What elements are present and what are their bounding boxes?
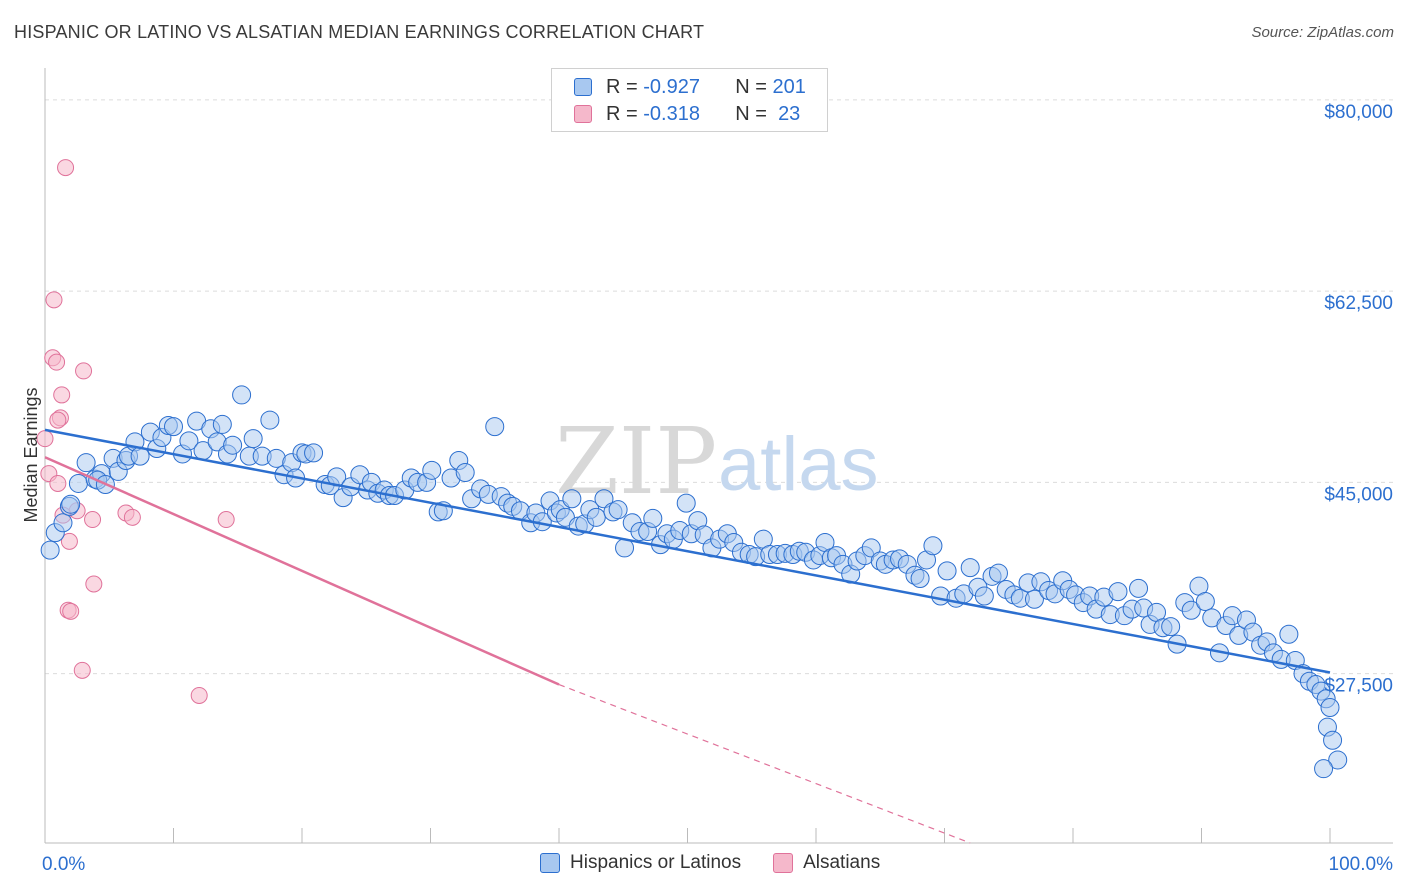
hispanic-point xyxy=(988,563,1008,583)
hispanic-point xyxy=(562,489,582,509)
hispanic-point xyxy=(53,513,73,533)
hispanic-point xyxy=(861,538,881,558)
legend-n-value: 23 xyxy=(778,102,801,125)
hispanic-point xyxy=(76,453,96,473)
y-axis-label: Median Earnings xyxy=(21,387,41,522)
hispanic-point xyxy=(179,431,199,451)
trend-lines xyxy=(44,428,1331,844)
hispanic-point xyxy=(1314,759,1334,779)
hispanic-point xyxy=(586,507,606,527)
hispanic-point xyxy=(960,558,980,578)
y-tick-label: $27,500 xyxy=(1324,676,1393,697)
hispanic-points xyxy=(40,385,1348,779)
hispanic-point xyxy=(455,463,475,483)
legend-swatch-blue xyxy=(540,853,560,873)
hispanic-point xyxy=(1323,730,1343,750)
x-axis-min-label: 0.0% xyxy=(42,854,85,875)
hispanic-point xyxy=(164,417,183,437)
source-label: Source: ZipAtlas.com xyxy=(1251,24,1394,41)
watermark-atlas: atlas xyxy=(718,422,879,507)
y-tick-label: $62,500 xyxy=(1324,293,1393,314)
hispanic-point xyxy=(1024,589,1044,609)
hispanic-point xyxy=(1195,591,1215,611)
alsatian-point xyxy=(85,575,103,593)
hispanic-point xyxy=(974,586,994,606)
hispanic-point xyxy=(1328,750,1348,770)
y-tick-label: $45,000 xyxy=(1324,484,1393,505)
hispanic-point xyxy=(422,460,442,480)
y-tick-labels: $80,000 $62,500 $45,000 $27,500 xyxy=(1324,102,1393,697)
hispanic-point xyxy=(1320,697,1340,717)
alsatian-point xyxy=(49,411,67,429)
alsatian-point xyxy=(217,511,235,529)
hispanic-point xyxy=(304,443,324,463)
correlation-legend: R = -0.927 N = 201 R = -0.318 N = 23 xyxy=(551,68,828,132)
hispanic-point xyxy=(223,435,243,455)
alsatian-point xyxy=(60,532,78,550)
legend-swatch-blue xyxy=(574,78,592,96)
legend-r-label: R = xyxy=(606,102,638,125)
hispanic-point xyxy=(485,417,505,437)
hispanic-point xyxy=(243,429,263,449)
chart-title: HISPANIC OR LATINO VS ALSATIAN MEDIAN EA… xyxy=(14,22,705,42)
hispanic-trend-line xyxy=(44,428,1331,674)
legend-row-alsatian: R = -0.318 N = 23 xyxy=(574,101,800,127)
legend-n-label: N = xyxy=(735,75,767,98)
alsatian-point xyxy=(57,159,75,177)
alsatian-point xyxy=(62,602,80,620)
legend-n-label: N = xyxy=(735,102,767,125)
hispanic-point xyxy=(212,414,232,434)
alsatian-point xyxy=(45,291,63,309)
legend-label-hispanic: Hispanics or Latinos xyxy=(570,852,742,873)
alsatian-point xyxy=(48,353,66,371)
hispanic-point xyxy=(1181,600,1201,620)
alsatian-point xyxy=(84,511,102,529)
alsatian-point xyxy=(53,386,71,404)
alsatian-points xyxy=(36,159,235,704)
hispanic-point xyxy=(260,410,280,430)
alsatian-point xyxy=(49,474,67,492)
hispanic-point xyxy=(40,540,60,560)
legend-item-hispanic: Hispanics or Latinos xyxy=(540,852,741,874)
hispanic-point xyxy=(923,536,943,556)
hispanic-point xyxy=(910,569,930,589)
hispanic-point xyxy=(676,493,696,513)
hispanic-point xyxy=(1129,578,1149,598)
legend-row-hispanic: R = -0.927 N = 201 xyxy=(574,74,806,100)
alsatian-point xyxy=(75,362,93,380)
alsatian-point xyxy=(190,686,208,704)
legend-r-value: -0.927 xyxy=(643,75,700,98)
x-ticks xyxy=(44,828,1331,843)
alsatian-trend-line xyxy=(44,456,560,686)
hispanic-point xyxy=(1108,582,1128,602)
legend-swatch-pink xyxy=(574,105,592,123)
hispanic-point xyxy=(608,500,628,520)
hispanic-point xyxy=(594,489,614,509)
legend-r-label: R = xyxy=(606,75,638,98)
alsatian-trend-extension xyxy=(558,683,971,844)
hispanic-point xyxy=(937,561,957,581)
alsatian-point xyxy=(73,661,91,679)
legend-n-value: 201 xyxy=(772,75,806,98)
legend-swatch-pink xyxy=(773,853,794,873)
hispanic-point xyxy=(232,385,252,405)
x-axis-max-label: 100.0% xyxy=(1329,854,1394,875)
series-legend: Hispanics or Latinos Alsatians xyxy=(540,852,912,874)
alsatian-point xyxy=(123,508,141,526)
axes xyxy=(44,68,1393,844)
hispanic-point xyxy=(643,508,663,528)
legend-r-value: -0.318 xyxy=(643,102,700,125)
hispanic-point xyxy=(1161,617,1181,637)
hispanic-point xyxy=(1279,624,1299,644)
hispanic-point xyxy=(61,494,81,514)
hispanic-point xyxy=(68,473,88,493)
y-tick-label: $80,000 xyxy=(1324,102,1393,123)
legend-item-alsatian: Alsatians xyxy=(773,852,880,874)
legend-label-alsatian: Alsatians xyxy=(803,852,881,873)
